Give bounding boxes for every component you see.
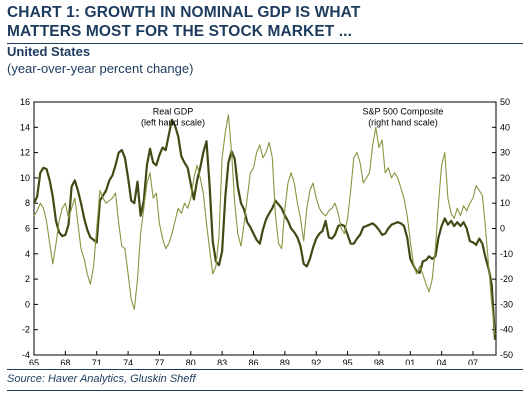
chart-subtitle: United States [7,44,91,59]
right-tick-label: 10 [500,198,510,208]
left-tick-label: 8 [25,198,30,208]
left-tick-label: 0 [25,299,30,309]
chart-title-line-1: CHART 1: GROWTH IN NOMINAL GDP IS WHAT [7,4,361,21]
plot-frame [33,101,497,356]
x-tick-label: 65 [29,358,39,365]
x-tick-label: 92 [311,358,321,365]
right-tick-label: 0 [500,224,505,234]
left-tick-label: 16 [20,97,30,107]
x-tick-label: 01 [405,358,415,365]
right-tick-label: 40 [500,122,510,132]
right-tick-label: 50 [500,97,510,107]
x-tick-label: 74 [123,358,133,365]
x-tick-label: 77 [154,358,164,365]
x-tick-label: 68 [60,358,70,365]
left-tick-label: 2 [25,274,30,284]
x-tick-label: 98 [374,358,384,365]
left-tick-label: 12 [20,148,30,158]
x-tick-label: 80 [186,358,196,365]
left-tick-label: 4 [25,249,30,259]
annotation-sublabel: (right hand scale) [368,118,438,128]
x-tick-label: 89 [280,358,290,365]
chart-units: (year-over-year percent change) [7,61,194,76]
series-line-sp500 [33,114,496,335]
right-tick-label: -10 [500,249,513,259]
chart-title-line-2: MATTERS MOST FOR THE STOCK MARKET ... [7,23,352,40]
annotation-sublabel: (left hand scale) [141,118,205,128]
x-tick-label: 95 [343,358,353,365]
left-tick-label: 6 [25,224,30,234]
right-tick-label: 20 [500,173,510,183]
x-tick-label: 71 [92,358,102,365]
x-tick-label: 86 [248,358,258,365]
x-tick-label: 83 [217,358,227,365]
series-line-real-gdp [33,118,497,340]
source-divider-bottom [7,390,523,391]
left-tick-label: 10 [20,173,30,183]
annotation-label: Real GDP [153,107,194,117]
source-divider-top [7,369,523,370]
left-tick-label: -4 [22,350,30,360]
source-note: Source: Haver Analytics, Gluskin Sheff [7,373,196,385]
x-tick-label: 04 [437,358,447,365]
left-tick-label: -2 [22,325,30,335]
chart-title: CHART 1: GROWTH IN NOMINAL GDP IS WHAT M… [7,3,360,41]
annotation-label: S&P 500 Composite [363,107,444,117]
right-tick-label: -30 [500,299,513,309]
right-tick-label: 30 [500,148,510,158]
right-tick-label: -40 [500,325,513,335]
left-tick-label: 14 [20,122,30,132]
right-tick-label: -20 [500,274,513,284]
line-chart: -4-20246810121416-50-40-30-20-1001020304… [20,97,513,365]
title-divider [7,43,523,44]
x-tick-label: 07 [468,358,478,365]
right-tick-label: -50 [500,350,513,360]
